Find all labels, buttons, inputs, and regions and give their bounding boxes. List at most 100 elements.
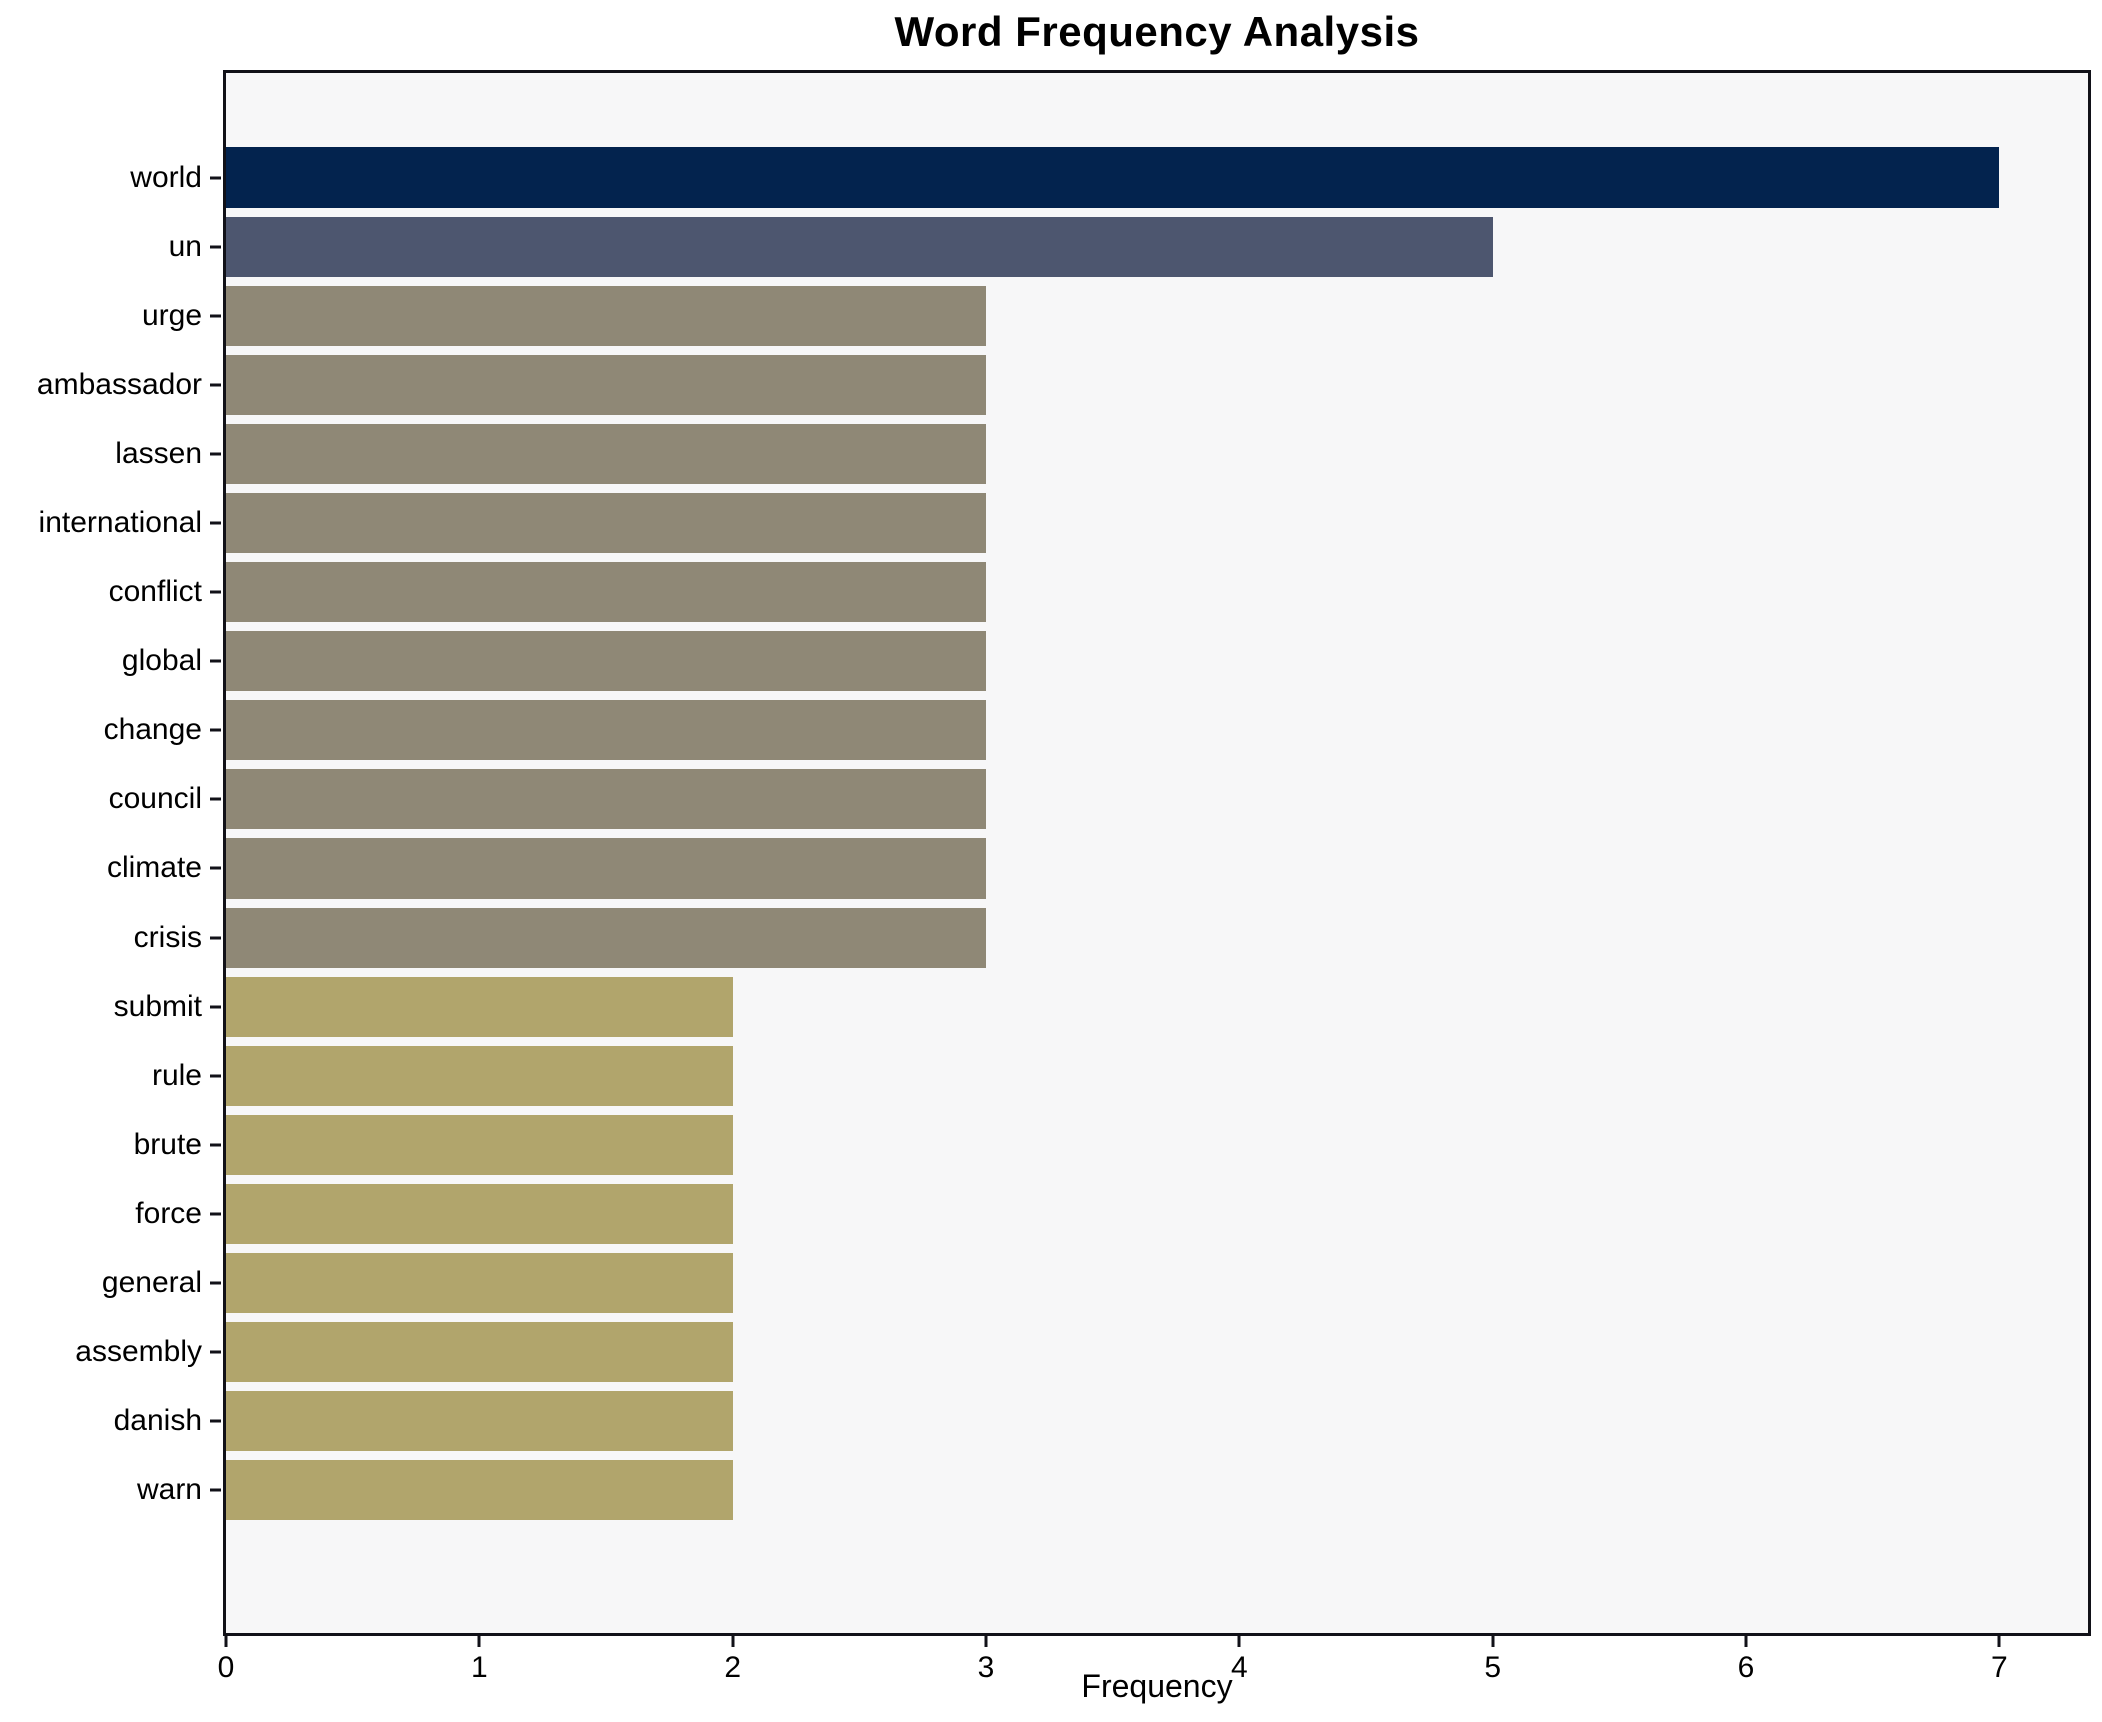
x-tick-label: 3	[977, 1651, 995, 1684]
bar-world	[226, 147, 2000, 208]
bar-warn	[226, 1460, 733, 1521]
bar-council	[226, 769, 986, 830]
y-axis-label: urge	[141, 298, 202, 332]
y-tick-mark	[210, 1350, 221, 1354]
y-tick-mark	[210, 383, 221, 387]
y-tick-mark	[210, 176, 221, 180]
y-tick-mark	[210, 314, 221, 318]
bar-ambassador	[226, 354, 986, 415]
bar-row: change	[104, 696, 2088, 765]
bar-row: international	[39, 488, 2088, 557]
bar-row: council	[109, 765, 2088, 834]
x-tick-mark	[1237, 1636, 1241, 1647]
bar-conflict	[226, 562, 986, 623]
x-tick-label: 4	[1230, 1651, 1248, 1684]
bar-row: crisis	[134, 903, 2088, 972]
y-axis-label: world	[130, 160, 202, 194]
y-tick-mark	[210, 245, 221, 249]
x-tick-label: 6	[1737, 1651, 1755, 1684]
y-tick-mark	[210, 936, 221, 940]
y-tick-mark	[210, 866, 221, 870]
y-tick-mark	[210, 797, 221, 801]
x-tick-label: 1	[470, 1651, 488, 1684]
bar-submit	[226, 976, 733, 1037]
y-axis-label: danish	[113, 1404, 202, 1438]
bar-row: danish	[114, 1387, 2088, 1456]
y-axis-label: brute	[133, 1127, 202, 1161]
y-axis-label: conflict	[108, 575, 202, 609]
y-tick-mark	[210, 1488, 221, 1492]
x-tick-label: 0	[217, 1651, 235, 1684]
y-tick-mark	[210, 659, 221, 663]
x-tick-label: 5	[1484, 1651, 1501, 1684]
x-tick-label: 7	[1990, 1651, 2008, 1684]
bar-lassen	[226, 423, 986, 484]
bar-un	[226, 216, 1493, 277]
bar-general	[226, 1252, 733, 1314]
y-tick-mark	[210, 1074, 221, 1078]
x-tick-mark	[224, 1636, 228, 1647]
bar-brute	[226, 1114, 733, 1175]
bar-row: warn	[137, 1456, 2088, 1525]
bar-rule	[226, 1045, 733, 1106]
bar-row: ambassador	[37, 350, 2088, 419]
y-axis-label: change	[103, 713, 202, 747]
x-tick-mark	[731, 1636, 735, 1647]
bar-row: urge	[142, 281, 2088, 350]
bar-row: brute	[134, 1110, 2088, 1179]
y-axis-label: ambassador	[36, 367, 202, 401]
y-axis-label: council	[108, 782, 202, 816]
plot-area: world un urge ambassador lassen international…	[37, 70, 2091, 1684]
y-axis-label: assembly	[75, 1335, 202, 1369]
bar-urge	[226, 285, 986, 346]
x-tick-mark	[1491, 1636, 1495, 1647]
bar-row: climate	[107, 834, 2088, 903]
y-axis-label: warn	[136, 1473, 202, 1507]
x-tick-mark	[984, 1636, 988, 1647]
y-tick-mark	[210, 1419, 221, 1423]
y-tick-mark	[210, 1212, 221, 1216]
y-tick-mark	[210, 1005, 221, 1009]
y-axis-label: submit	[113, 989, 202, 1023]
y-axis-label: global	[121, 644, 202, 678]
bar-row: general	[102, 1249, 2088, 1318]
y-tick-mark	[210, 728, 221, 732]
y-tick-mark	[210, 590, 221, 594]
bar-row: world	[130, 143, 2088, 212]
x-tick-label: 2	[724, 1651, 741, 1684]
y-axis-label: international	[38, 506, 202, 540]
bar-assembly	[226, 1322, 733, 1383]
y-axis-label: force	[135, 1196, 202, 1230]
bar-danish	[226, 1391, 733, 1452]
bar-climate	[226, 838, 986, 899]
y-axis-label: general	[101, 1266, 202, 1300]
bar-row: conflict	[109, 558, 2088, 627]
bar-crisis	[226, 907, 986, 968]
bars-container: world un urge ambassador lassen international…	[37, 143, 2088, 1525]
bar-row: force	[135, 1179, 2088, 1248]
bar-row: rule	[152, 1041, 2088, 1110]
x-tick-mark	[1997, 1636, 2001, 1647]
bar-row: submit	[114, 972, 2088, 1041]
y-axis-label: un	[168, 229, 202, 263]
y-axis-label: lassen	[115, 436, 202, 470]
bar-force	[226, 1183, 733, 1244]
y-axis-label: rule	[151, 1058, 202, 1092]
x-axis-label: Frequency	[1081, 1668, 1233, 1704]
x-tick-mark	[1744, 1636, 1748, 1647]
y-axis-label: climate	[106, 851, 202, 885]
bar-row: un	[169, 212, 2088, 281]
bar-change	[226, 700, 986, 761]
y-axis-label: crisis	[133, 920, 202, 954]
bar-row: assembly	[75, 1318, 2088, 1387]
bar-international	[226, 492, 986, 554]
bar-row: lassen	[115, 419, 2088, 488]
x-axis-ticks: 0 1 2 3 4 5 6 7	[218, 1633, 2088, 1703]
y-tick-mark	[210, 1281, 221, 1285]
bar-global	[226, 631, 986, 692]
y-tick-mark	[210, 521, 221, 525]
bar-row: global	[122, 627, 2088, 696]
chart-title: Word Frequency Analysis	[894, 8, 1420, 55]
y-tick-mark	[210, 452, 221, 456]
